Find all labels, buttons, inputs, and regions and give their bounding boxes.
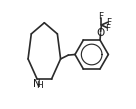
Text: F: F bbox=[98, 12, 103, 21]
Text: H: H bbox=[36, 81, 42, 90]
Text: F: F bbox=[106, 18, 111, 27]
Text: F: F bbox=[105, 24, 110, 33]
Text: O: O bbox=[96, 28, 105, 38]
Text: N: N bbox=[33, 79, 40, 89]
